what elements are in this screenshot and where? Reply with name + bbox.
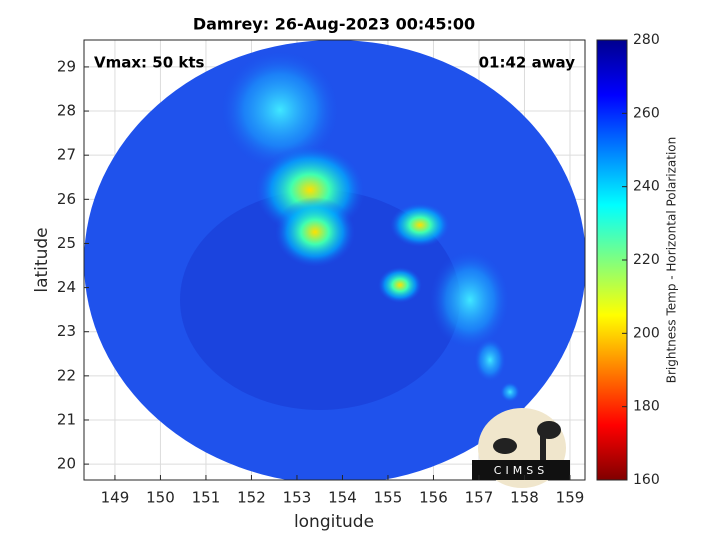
x-tick-label: 153 — [283, 489, 312, 507]
y-tick-label: 24 — [57, 278, 76, 296]
x-tick-label: 151 — [192, 489, 221, 507]
colorbar-tick-label: 200 — [633, 325, 660, 341]
y-tick-label: 29 — [57, 57, 76, 75]
logo: CIMSS — [472, 408, 570, 488]
x-tick-label: 156 — [419, 489, 448, 507]
y-tick-label: 26 — [57, 190, 76, 208]
colorbar-label: Brightness Temp - Horizontal Polarizatio… — [665, 137, 679, 384]
colorbar-tick-label: 160 — [633, 472, 660, 488]
x-tick-label: 157 — [465, 489, 494, 507]
x-tick-label: 150 — [146, 489, 175, 507]
x-tick-label: 154 — [328, 489, 357, 507]
logo-text: CIMSS — [494, 464, 548, 477]
colorbar-tick-label: 220 — [633, 252, 660, 268]
colorbar-tick-label: 260 — [633, 105, 660, 121]
x-tick-label: 149 — [101, 489, 130, 507]
colorbar-tick-label: 280 — [633, 32, 660, 48]
y-tick-label: 28 — [57, 102, 76, 120]
axes-frame — [83, 39, 586, 481]
x-tick-label: 159 — [556, 489, 585, 507]
x-tick-label: 155 — [374, 489, 403, 507]
x-tick-label: 158 — [510, 489, 539, 507]
chart-title: Damrey: 26-Aug-2023 00:45:00 — [193, 15, 475, 34]
y-axis-label: latitude — [32, 227, 52, 292]
x-tick-label: 152 — [237, 489, 266, 507]
y-tick-label: 25 — [57, 234, 76, 252]
x-axis-label: longitude — [294, 512, 374, 532]
y-tick-label: 21 — [57, 410, 76, 428]
satellite-image — [84, 40, 585, 480]
y-tick-label: 27 — [57, 146, 76, 164]
y-tick-label: 22 — [57, 366, 76, 384]
y-tick-label: 23 — [57, 322, 76, 340]
colorbar-tick-label: 180 — [633, 399, 660, 415]
annotation: Vmax: 50 kts — [94, 54, 204, 72]
y-tick-label: 20 — [57, 455, 76, 473]
annotation: 01:42 away — [479, 54, 576, 72]
colorbar-tick-label: 240 — [633, 179, 660, 195]
